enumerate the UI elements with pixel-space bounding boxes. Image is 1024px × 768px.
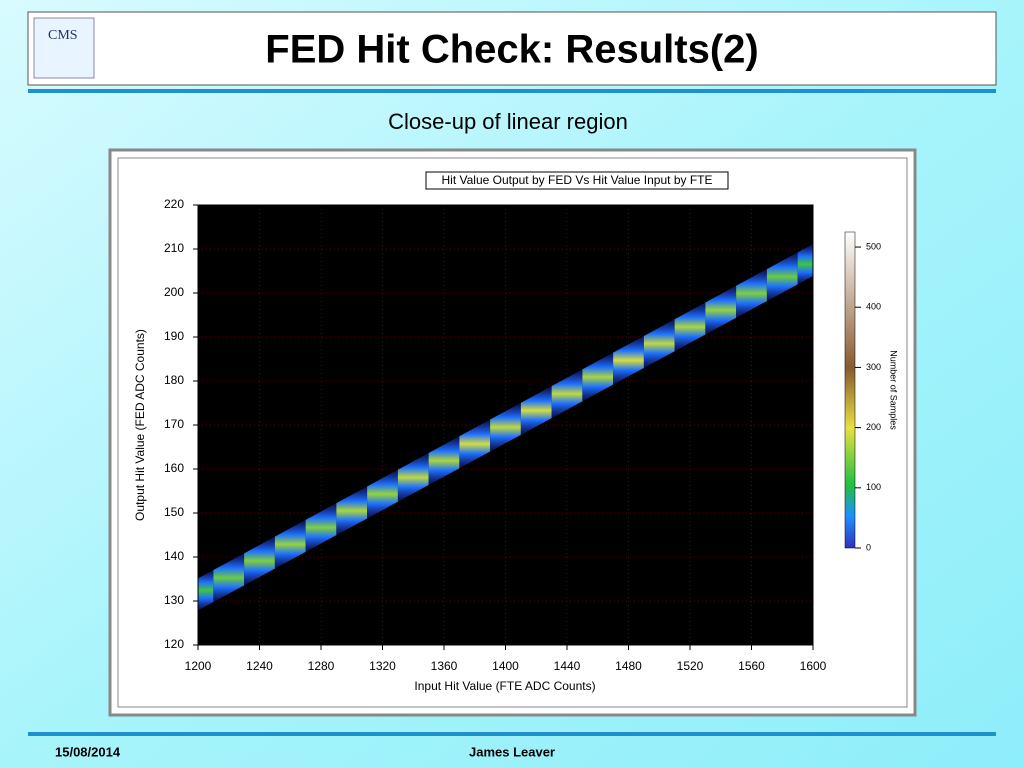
ridge-cell [213, 553, 245, 603]
cms-logo [33, 17, 95, 79]
colorbar-tick-label: 500 [866, 241, 881, 251]
ridge-cell [551, 369, 583, 419]
ridge-cell [459, 419, 491, 469]
y-tick-label: 160 [164, 461, 184, 475]
y-tick-label: 200 [164, 285, 184, 299]
ridge-cell [582, 352, 614, 402]
x-tick-label: 1600 [800, 659, 827, 673]
x-tick-label: 1200 [185, 659, 212, 673]
ridge-cell [428, 436, 460, 485]
colorbar-tick-label: 0 [866, 542, 871, 552]
ridge-cell [198, 570, 214, 611]
x-tick-label: 1400 [492, 659, 519, 673]
header-rule [28, 89, 996, 93]
y-tick-label: 150 [164, 505, 184, 519]
ridge-cell [336, 486, 368, 536]
ridge-cell [674, 302, 706, 352]
colorbar [844, 231, 856, 549]
chart-title: Hit Value Output by FED Vs Hit Value Inp… [441, 173, 712, 187]
x-tick-label: 1320 [369, 659, 396, 673]
ridge-cell [305, 503, 337, 552]
ridge-cell [797, 244, 813, 285]
y-tick-label: 190 [164, 329, 184, 343]
ridge-cell [643, 319, 675, 368]
ridge-cell [736, 269, 767, 318]
x-tick-label: 1440 [554, 659, 581, 673]
footer-date: 15/08/2014 [55, 744, 121, 759]
ridge-cell [367, 469, 398, 519]
footer-rule [28, 732, 996, 736]
x-tick-label: 1480 [615, 659, 642, 673]
colorbar-tick-label: 400 [866, 302, 881, 312]
y-tick-label: 220 [164, 197, 184, 211]
footer-author: James Leaver [469, 744, 555, 759]
ridge-cell [274, 519, 306, 569]
y-tick-label: 140 [164, 549, 184, 563]
header-box [27, 11, 997, 86]
colorbar-tick-label: 300 [866, 362, 881, 372]
x-tick-label: 1560 [738, 659, 765, 673]
ridge-cell [705, 285, 737, 335]
ridge-cell [397, 453, 429, 502]
y-tick-label: 120 [164, 637, 184, 651]
ridge-cell [490, 402, 521, 452]
colorbar-tick-label: 200 [866, 422, 881, 432]
colorbar-label: Number of Samples [889, 350, 899, 430]
chart-inner-frame [117, 157, 908, 708]
plot-border [197, 204, 814, 646]
y-tick-label: 130 [164, 593, 184, 607]
x-tick-label: 1240 [246, 659, 273, 673]
chart-title-box [425, 171, 729, 190]
logo-text: CMS [48, 28, 78, 43]
slide-title: FED Hit Check: Results(2) [265, 28, 758, 72]
subtitle: Close-up of linear region [388, 109, 628, 134]
ridge-cell [613, 335, 644, 385]
x-tick-label: 1280 [308, 659, 335, 673]
ridge-cell [244, 536, 275, 586]
y-axis-label: Output Hit Value (FED ADC Counts) [133, 329, 147, 521]
ridge-cell [520, 386, 552, 435]
x-tick-label: 1520 [677, 659, 704, 673]
colorbar-tick-label: 100 [866, 482, 881, 492]
y-tick-label: 210 [164, 241, 184, 255]
y-tick-label: 170 [164, 417, 184, 431]
x-axis-label: Input Hit Value (FTE ADC Counts) [414, 679, 595, 693]
x-tick-label: 1360 [431, 659, 458, 673]
ridge-cell [766, 252, 798, 302]
y-tick-label: 180 [164, 373, 184, 387]
